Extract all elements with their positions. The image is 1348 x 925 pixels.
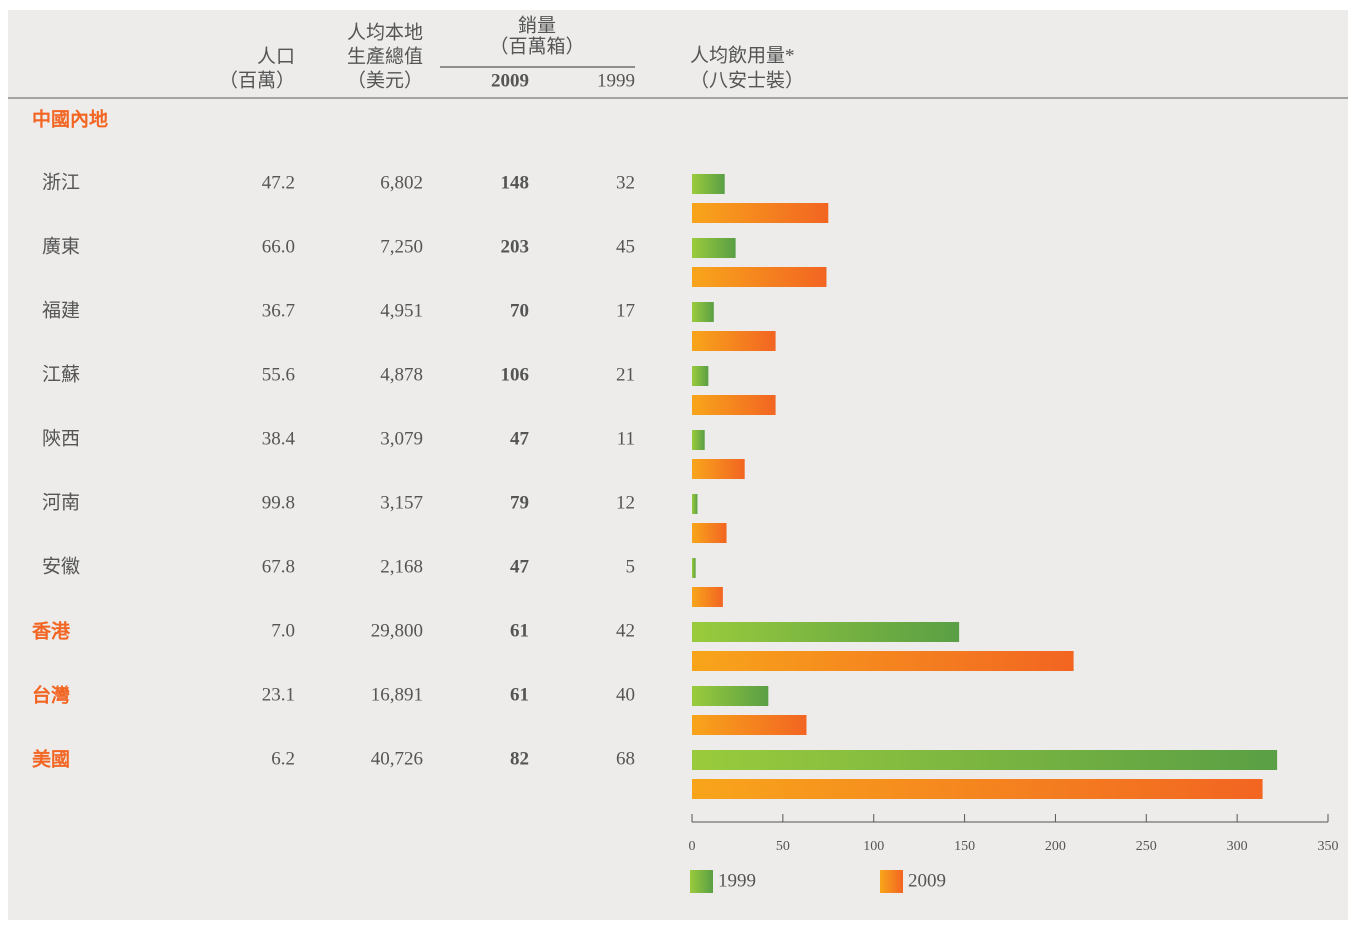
group-header: 銷量	[518, 14, 556, 36]
chart-header: （八安士裝）	[690, 69, 804, 91]
cell: 16,891	[371, 684, 423, 705]
bar	[692, 267, 827, 287]
group-header: （百萬箱）	[489, 35, 584, 57]
bar	[692, 494, 698, 514]
cell: 4,951	[380, 300, 423, 321]
bar	[692, 558, 696, 578]
cell: 42	[616, 620, 635, 641]
bar	[692, 430, 705, 450]
row-name: 陝西	[42, 427, 80, 449]
row-name: 廣東	[42, 235, 80, 257]
cell: 79	[510, 492, 529, 513]
cell: 67.8	[262, 556, 295, 577]
cell: 68	[616, 748, 635, 769]
column-header: 人均本地	[347, 21, 423, 43]
row-name: 香港	[31, 621, 71, 643]
cell: 4,878	[380, 364, 423, 385]
row-name: 江蘇	[42, 363, 80, 385]
column-header: 2009	[491, 70, 529, 91]
cell: 47	[510, 556, 530, 577]
row-name: 安徽	[42, 555, 80, 577]
column-header: （百萬）	[219, 69, 295, 91]
x-tick-label: 100	[863, 839, 884, 854]
x-tick-label: 50	[776, 839, 790, 854]
cell: 32	[616, 172, 635, 193]
bar	[692, 238, 736, 258]
bar	[692, 203, 829, 223]
legend-swatch	[880, 870, 903, 893]
cell: 7.0	[271, 620, 295, 641]
column-header: （美元）	[347, 69, 423, 91]
column-header: 1999	[597, 70, 635, 91]
cell: 55.6	[262, 364, 295, 385]
x-tick-label: 250	[1136, 839, 1157, 854]
cell: 45	[616, 236, 635, 257]
cell: 66.0	[262, 236, 295, 257]
bar	[692, 715, 807, 735]
legend-swatch	[690, 870, 713, 893]
x-tick-label: 350	[1318, 839, 1339, 854]
row-name: 台灣	[32, 684, 70, 707]
row-name: 福建	[42, 299, 80, 321]
column-header: 人口	[257, 45, 295, 67]
cell: 148	[501, 172, 530, 193]
cell: 2,168	[380, 556, 423, 577]
bar	[692, 395, 776, 415]
column-header: 生產總值	[347, 45, 423, 67]
x-tick-label: 200	[1045, 839, 1066, 854]
cell: 70	[510, 300, 529, 321]
cell: 36.7	[262, 300, 295, 321]
x-tick-label: 0	[689, 839, 696, 854]
cell: 61	[510, 620, 529, 641]
cell: 106	[501, 364, 530, 385]
bar	[692, 750, 1278, 770]
cell: 5	[626, 556, 636, 577]
cell: 29,800	[371, 620, 423, 641]
bar	[692, 174, 725, 194]
legend-label: 2009	[908, 870, 946, 891]
cell: 40,726	[371, 748, 423, 769]
cell: 11	[617, 428, 635, 449]
legend-label: 1999	[718, 870, 756, 891]
cell: 38.4	[262, 428, 296, 449]
cell: 99.8	[262, 492, 295, 513]
cell: 17	[616, 300, 635, 321]
row-name: 浙江	[42, 171, 80, 193]
cell: 3,157	[380, 492, 423, 513]
cell: 6.2	[271, 748, 295, 769]
cell: 21	[616, 364, 635, 385]
chart-header: 人均飲用量*	[690, 44, 795, 66]
cell: 61	[510, 684, 529, 705]
cell: 7,250	[380, 236, 423, 257]
row-name: 美國	[32, 748, 70, 771]
bar	[692, 331, 776, 351]
row-name: 河南	[42, 491, 80, 513]
cell: 12	[616, 492, 635, 513]
bar	[692, 459, 745, 479]
bar	[692, 366, 709, 386]
cell: 23.1	[262, 684, 295, 705]
bar	[692, 523, 727, 543]
bar	[692, 651, 1074, 671]
cell: 47	[510, 428, 530, 449]
bar	[692, 779, 1263, 799]
x-tick-label: 300	[1227, 839, 1248, 854]
cell: 203	[501, 236, 530, 257]
x-tick-label: 150	[954, 839, 975, 854]
cell: 6,802	[380, 172, 423, 193]
bar	[692, 622, 960, 642]
cell: 47.2	[262, 172, 295, 193]
bar	[692, 587, 723, 607]
group-title: 中國內地	[32, 108, 108, 131]
bar	[692, 686, 769, 706]
cell: 82	[510, 748, 529, 769]
cell: 3,079	[380, 428, 423, 449]
cell: 40	[616, 684, 635, 705]
bar	[692, 302, 714, 322]
